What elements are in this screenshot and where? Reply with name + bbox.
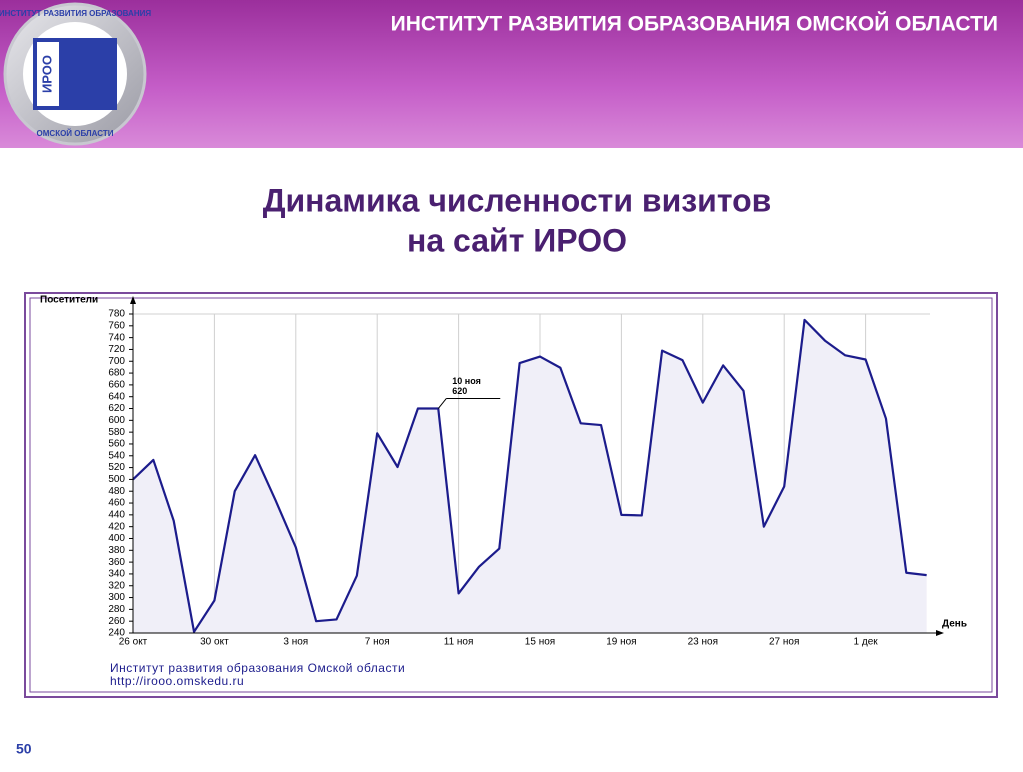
x-tick-label: 26 окт: [119, 637, 148, 648]
y-tick-label: 380: [108, 545, 125, 556]
logo-strip: [37, 42, 59, 106]
x-tick-label: 7 ноя: [365, 637, 390, 648]
y-arrow: [130, 296, 136, 304]
y-tick-label: 600: [108, 415, 125, 426]
logo-bottom: ОМСКОЙ ОБЛАСТИ: [37, 129, 114, 138]
chart-footer: Институт развития образования Омской обл…: [110, 661, 405, 675]
x-tick-label: 27 ноя: [769, 637, 799, 648]
y-tick-label: 580: [108, 427, 125, 438]
page-number: 50: [16, 741, 32, 757]
y-tick-label: 280: [108, 604, 125, 615]
header-band: [0, 0, 1023, 148]
chart-footer-url: http://irooo.omskedu.ru: [110, 674, 244, 688]
x-tick-label: 1 дек: [854, 637, 879, 648]
y-tick-label: 300: [108, 592, 125, 603]
x-tick-label: 30 окт: [200, 637, 229, 648]
slide-title: на сайт ИРОО: [407, 222, 627, 258]
logo-mark: ИРОО: [39, 55, 54, 93]
y-tick-label: 540: [108, 450, 125, 461]
y-axis-label: Посетители: [40, 295, 98, 306]
y-tick-label: 460: [108, 498, 125, 509]
y-tick-label: 660: [108, 380, 125, 391]
y-tick-label: 240: [108, 628, 125, 639]
logo-top: ИНСТИТУТ РАЗВИТИЯ ОБРАЗОВАНИЯ: [0, 9, 151, 18]
y-tick-label: 560: [108, 439, 125, 450]
y-tick-label: 760: [108, 320, 125, 331]
y-tick-label: 500: [108, 474, 125, 485]
y-tick-label: 360: [108, 557, 125, 568]
x-tick-label: 19 ноя: [606, 637, 636, 648]
y-tick-label: 320: [108, 580, 125, 591]
y-tick-label: 620: [108, 403, 125, 414]
header-title: ИНСТИТУТ РАЗВИТИЯ ОБРАЗОВАНИЯ ОМСКОЙ ОБЛ…: [391, 12, 998, 36]
y-tick-label: 720: [108, 344, 125, 355]
y-tick-label: 340: [108, 569, 125, 580]
x-tick-label: 23 ноя: [688, 637, 718, 648]
annotation-value: 620: [452, 386, 467, 396]
x-tick-label: 3 ноя: [283, 637, 308, 648]
y-tick-label: 260: [108, 616, 125, 627]
y-tick-label: 480: [108, 486, 125, 497]
y-tick-label: 520: [108, 462, 125, 473]
y-tick-label: 640: [108, 391, 125, 402]
y-tick-label: 780: [108, 309, 125, 320]
annotation-leader: [437, 398, 447, 409]
chart-frame-inner: [29, 297, 993, 693]
x-tick-label: 15 ноя: [525, 637, 555, 648]
y-tick-label: 440: [108, 509, 125, 520]
x-axis-label: День: [942, 619, 967, 630]
area: [133, 319, 927, 633]
annotation-date: 10 ноя: [452, 376, 481, 386]
y-tick-label: 400: [108, 533, 125, 544]
line: [132, 318, 927, 633]
x-arrow: [936, 630, 944, 636]
y-tick-label: 420: [108, 521, 125, 532]
y-tick-label: 740: [108, 332, 125, 343]
x-tick-label: 11 ноя: [444, 637, 474, 648]
y-tick-label: 680: [108, 368, 125, 379]
slide-title: Динамика численности визитов: [263, 182, 772, 218]
y-tick-label: 700: [108, 356, 125, 367]
